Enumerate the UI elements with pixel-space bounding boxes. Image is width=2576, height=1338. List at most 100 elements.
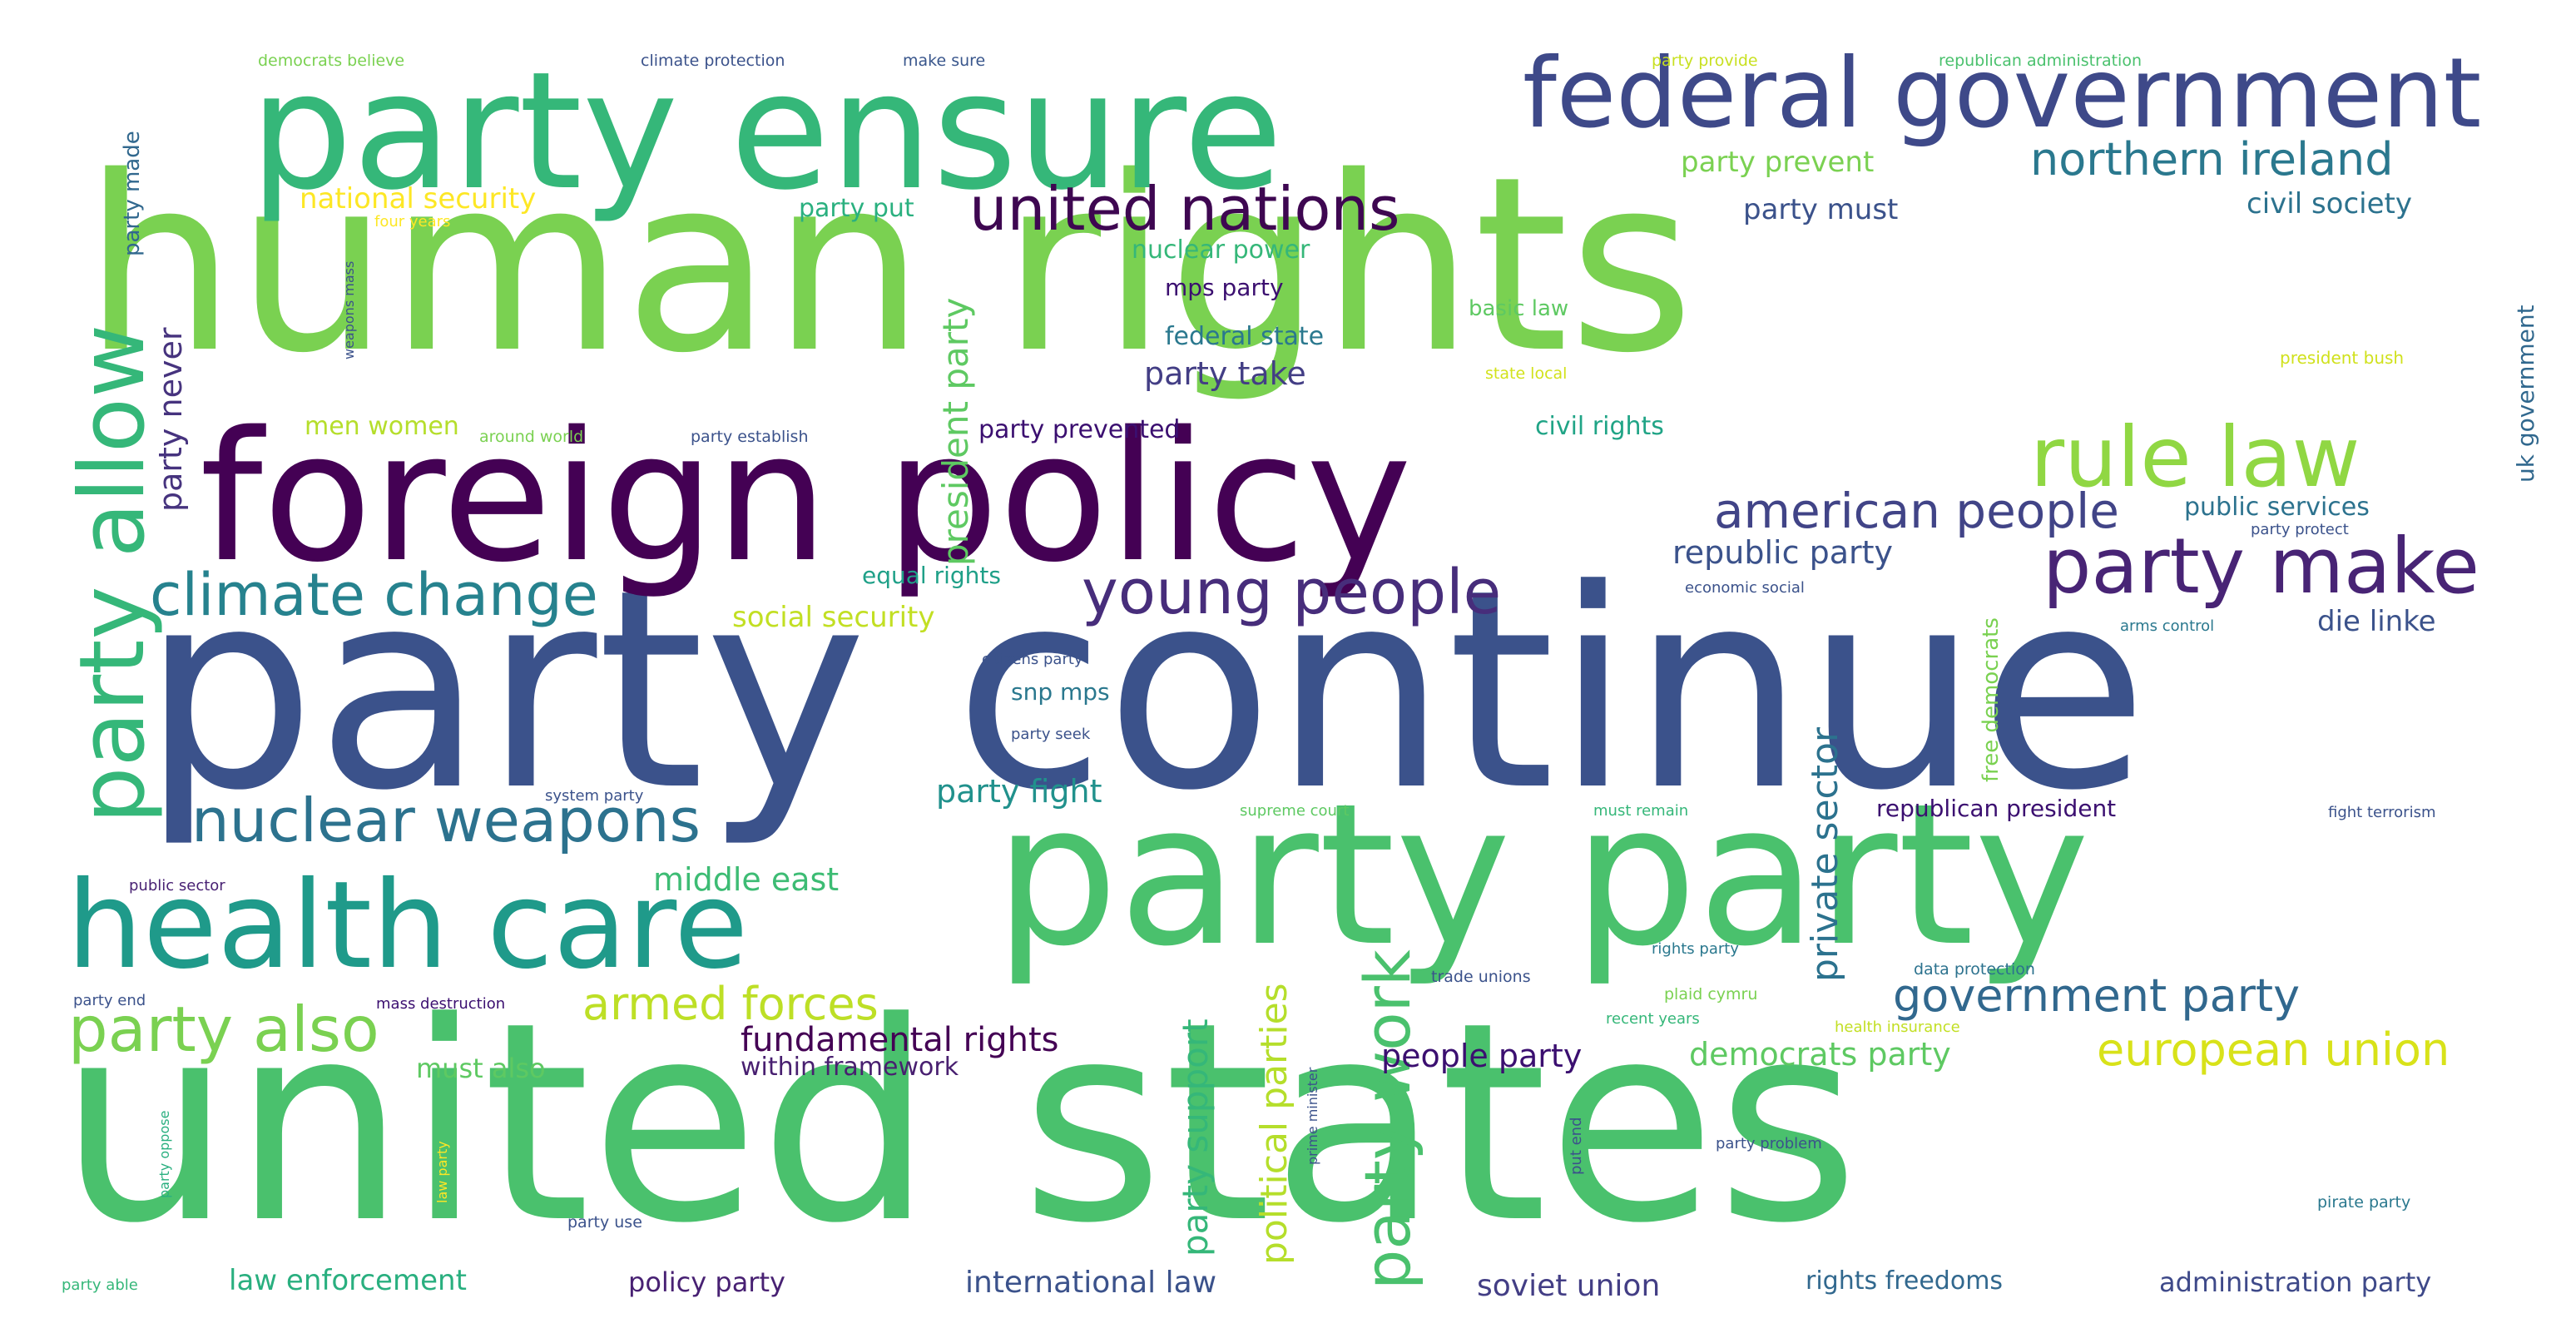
word-uk-government: uk government	[2512, 305, 2539, 483]
word-civil-rights: civil rights	[1535, 412, 1664, 441]
word-party-take: party take	[1144, 355, 1306, 392]
word-party-also: party also	[68, 993, 379, 1066]
word-men-women: men women	[305, 412, 459, 441]
word-civil-society: civil society	[2247, 187, 2412, 221]
word-party-end: party end	[73, 992, 146, 1009]
word-government-party: government party	[1893, 969, 2301, 1022]
word-party-make: party make	[2043, 522, 2479, 611]
word-trade-unions: trade unions	[1431, 968, 1531, 986]
word-party-must: party must	[1743, 193, 1899, 226]
word-arms-control: arms control	[2120, 617, 2215, 635]
word-four-years: four years	[374, 213, 451, 230]
word-public-services: public services	[2184, 493, 2370, 522]
word-political-parties: political parties	[1253, 983, 1295, 1265]
word-people-party: people party	[1381, 1038, 1583, 1074]
word-economic-social: economic social	[1685, 579, 1805, 597]
word-party-protect: party protect	[2251, 521, 2349, 538]
word-nuclear-weapons: nuclear weapons	[191, 785, 701, 855]
word-federal-state: federal state	[1165, 322, 1325, 351]
word-democrats-party: democrats party	[1689, 1036, 1951, 1073]
word-young-people: young people	[1082, 557, 1502, 628]
word-fundamental-rights: fundamental rights	[741, 1021, 1059, 1059]
word-party-provide: party provide	[1652, 52, 1758, 70]
word-within-framework: within framework	[741, 1053, 959, 1082]
word-law-party: law party	[434, 1141, 450, 1203]
word-northern-ireland: northern ireland	[2030, 133, 2394, 186]
word-international-law: international law	[965, 1266, 1217, 1300]
word-climate-protection: climate protection	[641, 52, 785, 70]
word-party-put: party put	[799, 194, 914, 223]
word-public-sector: public sector	[129, 877, 225, 894]
word-health-insurance: health insurance	[1835, 1018, 1960, 1036]
word-american-people: american people	[1714, 483, 2119, 539]
word-european-union: european union	[2097, 1023, 2450, 1076]
word-party-use: party use	[567, 1213, 642, 1231]
word-party-allow: party allow	[61, 324, 165, 824]
word-human-rights: human rights	[83, 126, 1695, 406]
word-party-prevented: party prevented	[978, 415, 1181, 444]
word-state-local: state local	[1485, 364, 1568, 383]
word-rights-freedoms: rights freedoms	[1806, 1266, 2004, 1296]
word-data-protection: data protection	[1914, 960, 2035, 979]
word-prime-minister: prime minister	[1305, 1067, 1320, 1165]
word-party-made: party made	[120, 131, 145, 256]
word-put-end: put end	[1568, 1117, 1585, 1175]
word-fight-terrorism: fight terrorism	[2328, 804, 2436, 821]
word-must-remain: must remain	[1593, 802, 1689, 820]
word-equal-rights: equal rights	[862, 562, 1001, 589]
word-party-never: party never	[152, 327, 189, 512]
word-party-prevent: party prevent	[1681, 146, 1875, 179]
word-armed-forces: armed forces	[582, 978, 879, 1030]
word-private-sector: private sector	[1804, 726, 1846, 982]
word-party-continue: party continue	[141, 531, 2148, 850]
word-make-sure: make sure	[903, 52, 986, 70]
word-die-linke: die linke	[2317, 605, 2436, 638]
word-rule-law: rule law	[2030, 409, 2361, 506]
word-party-support: party support	[1175, 1018, 1216, 1256]
word-democrats-believe: democrats believe	[258, 52, 405, 70]
word-rights-party: rights party	[1652, 940, 1739, 958]
word-policy-party: policy party	[628, 1266, 785, 1298]
word-administration-party: administration party	[2159, 1266, 2432, 1298]
word-president-bush: president bush	[2280, 348, 2405, 368]
word-recent-years: recent years	[1606, 1010, 1700, 1028]
word-basic-law: basic law	[1469, 296, 1569, 321]
word-party-ensure: party ensure	[250, 37, 1283, 225]
word-law-enforcement: law enforcement	[229, 1264, 467, 1297]
word-nuclear-power: nuclear power	[1132, 235, 1310, 265]
word-climate-change: climate change	[150, 561, 598, 629]
word-mass-destruction: mass destruction	[376, 995, 506, 1013]
word-free-democrats: free democrats	[1979, 617, 2004, 782]
word-party-work: party work	[1350, 949, 1424, 1290]
word-health-care: health care	[67, 855, 749, 996]
word-republic-party: republic party	[1672, 534, 1893, 571]
word-citizens-party: citizens party	[982, 651, 1083, 668]
word-soviet-union: soviet union	[1477, 1269, 1661, 1303]
word-national-security: national security	[300, 182, 537, 216]
word-united-nations: united nations	[969, 174, 1400, 244]
word-must-also: must also	[416, 1053, 546, 1084]
word-republican-president: republican president	[1876, 795, 2117, 822]
word-foreign-policy: foreign policy	[200, 393, 1412, 602]
word-president-party: president party	[935, 297, 976, 566]
word-around-world: around world	[479, 428, 584, 446]
word-party-able: party able	[62, 1276, 138, 1294]
word-pirate-party: pirate party	[2317, 1193, 2411, 1212]
word-party-oppose: party oppose	[156, 1110, 172, 1198]
word-united-states: united states	[58, 964, 1860, 1283]
word-party-seek: party seek	[1011, 726, 1091, 743]
word-system-party: system party	[545, 787, 644, 805]
word-weapons-mass: weapons mass	[341, 260, 357, 359]
word-republican-administration: republican administration	[1939, 52, 2142, 70]
word-party-fight: party fight	[936, 773, 1102, 810]
word-snp-mps: snp mps	[1011, 678, 1110, 706]
word-plaid-cymru: plaid cymru	[1664, 985, 1758, 1004]
word-party-establish: party establish	[691, 428, 809, 446]
word-federal-government: federal government	[1523, 37, 2482, 150]
word-social-security: social security	[732, 601, 935, 634]
word-mps-party: mps party	[1165, 274, 1284, 301]
word-supreme-court: supreme court	[1240, 802, 1350, 820]
word-middle-east: middle east	[653, 861, 840, 898]
word-party-problem: party problem	[1716, 1135, 1822, 1152]
